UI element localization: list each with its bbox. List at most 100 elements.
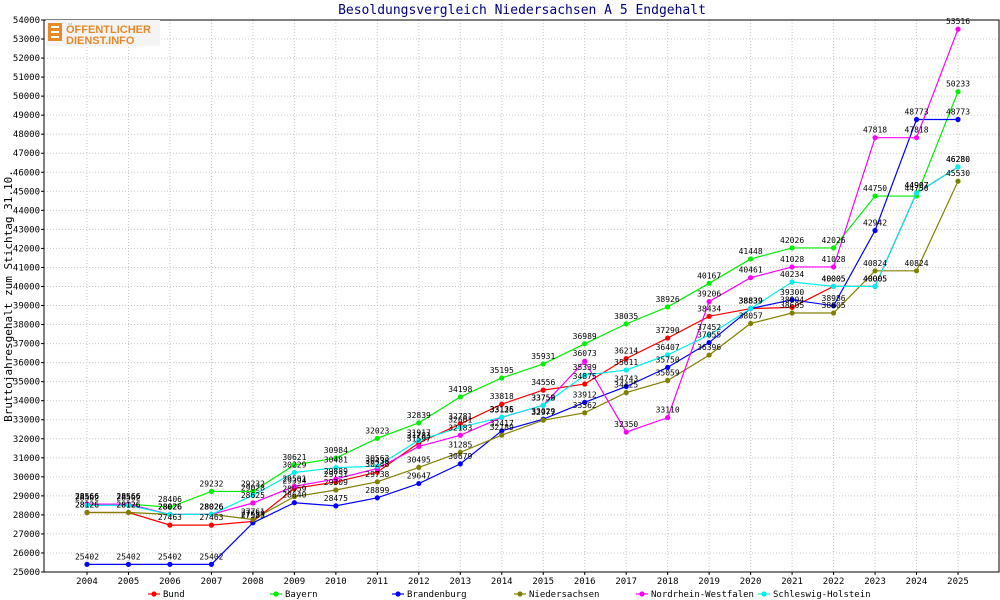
data-label: 38434 — [697, 304, 721, 313]
y-tick-label: 25000 — [13, 568, 40, 578]
x-tick-label: 2025 — [947, 577, 969, 587]
data-label: 39300 — [780, 288, 804, 297]
data-label: 47818 — [904, 126, 928, 135]
data-point — [748, 256, 754, 262]
x-tick-label: 2008 — [242, 577, 264, 587]
data-point — [84, 561, 90, 567]
data-label: 45530 — [946, 169, 970, 178]
data-label: 32839 — [407, 411, 431, 420]
data-label: 30563 — [365, 454, 389, 463]
data-point — [416, 443, 422, 450]
y-tick-label: 27000 — [13, 530, 40, 540]
data-point — [167, 561, 173, 567]
data-point — [872, 135, 878, 141]
data-point — [540, 361, 546, 367]
data-point — [333, 465, 339, 471]
data-label: 29232 — [241, 479, 265, 488]
data-label: 31285 — [448, 440, 472, 449]
data-point — [582, 372, 588, 378]
data-point — [374, 469, 380, 475]
y-tick-label: 50000 — [13, 92, 40, 102]
y-tick-label: 38000 — [13, 321, 40, 331]
logo-text-line1: ÖFFENTLICHER — [66, 23, 151, 36]
data-point — [582, 399, 588, 405]
data-label: 28566 — [116, 492, 140, 501]
x-tick-label: 2005 — [118, 577, 140, 587]
data-label: 32350 — [614, 420, 638, 429]
x-tick-label: 2014 — [491, 577, 513, 587]
data-label: 25402 — [75, 552, 99, 561]
series-line — [87, 166, 959, 526]
data-label: 44907 — [904, 181, 928, 190]
y-tick-label: 32000 — [13, 435, 40, 445]
data-label: 28475 — [324, 494, 348, 503]
x-tick-label: 2010 — [325, 577, 347, 587]
data-point — [706, 352, 712, 358]
data-point — [706, 339, 712, 346]
data-point — [830, 303, 837, 309]
data-label: 31783 — [407, 431, 431, 440]
data-label: 40005 — [863, 274, 887, 283]
data-point — [913, 116, 920, 123]
y-axis-label: Bruttojahresgehalt zum Stichtag 31.10. — [2, 170, 15, 422]
data-point — [706, 298, 712, 305]
data-label: 40005 — [863, 274, 887, 283]
data-label: 38839 — [739, 297, 763, 306]
data-point — [955, 178, 961, 184]
data-label: 40461 — [739, 266, 763, 275]
data-label: 36396 — [697, 343, 721, 352]
data-point — [499, 414, 505, 420]
data-point — [208, 522, 215, 528]
data-point — [374, 463, 380, 469]
data-label: 25402 — [158, 552, 182, 561]
data-label: 33029 — [531, 407, 555, 416]
data-label: 37452 — [697, 323, 721, 332]
data-label: 37055 — [697, 331, 721, 340]
data-point — [333, 476, 339, 482]
data-point — [250, 492, 256, 498]
data-label: 28126 — [116, 500, 140, 509]
data-point — [830, 310, 837, 316]
data-label: 40234 — [780, 270, 804, 279]
data-label: 27463 — [199, 513, 223, 522]
y-tick-label: 42000 — [13, 244, 40, 254]
data-label: 38839 — [739, 297, 763, 306]
data-point — [872, 283, 878, 289]
legend-swatch-marker — [517, 591, 523, 597]
x-tick-label: 2011 — [366, 577, 388, 587]
data-point — [84, 502, 90, 508]
data-label: 38839 — [739, 297, 763, 306]
data-label: 34875 — [573, 372, 597, 381]
data-label: 30481 — [324, 456, 348, 465]
data-point — [125, 561, 132, 567]
data-point — [789, 245, 795, 251]
data-label: 34425 — [614, 381, 638, 390]
data-label: 29738 — [365, 470, 389, 479]
data-label: 27583 — [241, 511, 265, 520]
data-label: 36407 — [656, 343, 680, 352]
data-label: 32417 — [490, 419, 514, 428]
data-point — [291, 469, 297, 476]
data-point — [665, 352, 671, 358]
data-label: 32601 — [448, 415, 472, 424]
data-point — [623, 383, 629, 390]
y-tick-label: 39000 — [13, 302, 40, 312]
data-label: 35611 — [614, 358, 638, 367]
data-point — [830, 245, 837, 251]
y-tick-label: 48000 — [13, 130, 40, 140]
data-point — [623, 390, 629, 396]
data-label: 29647 — [407, 472, 431, 481]
data-label: 29731 — [324, 470, 348, 479]
data-point — [748, 275, 754, 281]
data-label: 38035 — [614, 312, 638, 321]
data-label: 38904 — [780, 295, 804, 304]
x-tick-label: 2021 — [781, 577, 803, 587]
legend-swatch-marker — [761, 591, 767, 597]
data-label: 35059 — [656, 369, 680, 378]
data-label: 48773 — [946, 107, 970, 116]
data-point — [955, 164, 961, 170]
data-point — [84, 509, 90, 516]
data-label: 27463 — [158, 513, 182, 522]
data-label: 32977 — [531, 408, 555, 417]
plot-area — [43, 19, 1000, 573]
